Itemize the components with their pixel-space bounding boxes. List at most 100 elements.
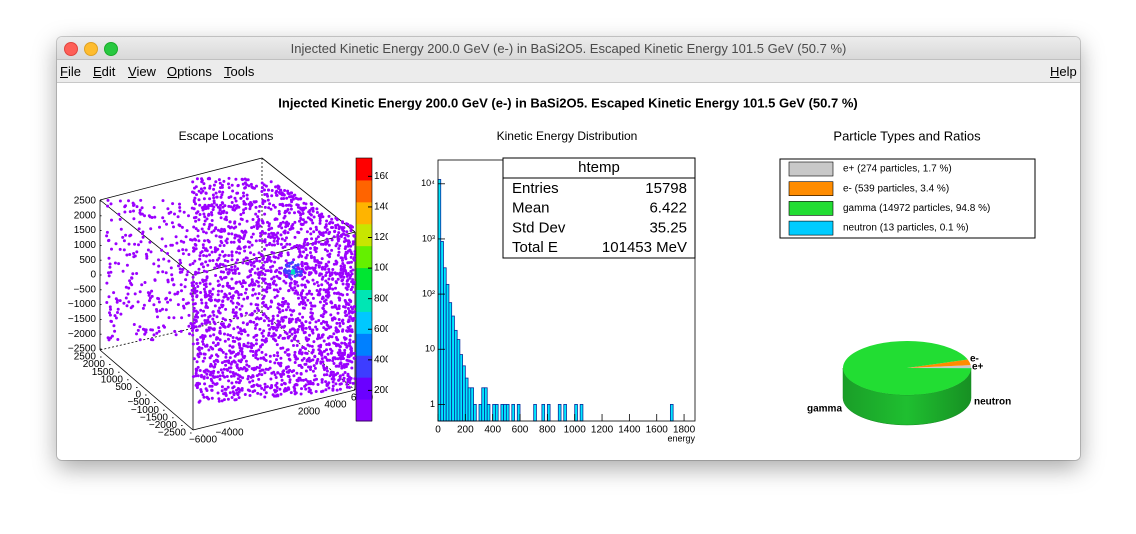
scatter-dot (238, 374, 241, 378)
scatter-dot (276, 302, 280, 306)
scatter-dot (322, 304, 326, 307)
stats-title: htemp (578, 159, 620, 176)
scatter-dot (336, 277, 340, 281)
scatter-dot (237, 245, 241, 249)
histogram-bar (557, 403, 562, 422)
zoom-button[interactable] (104, 42, 118, 56)
menu-item[interactable]: Help (1050, 64, 1077, 79)
tick-label: −2500 (158, 428, 187, 439)
menu-item[interactable]: Options (167, 64, 212, 79)
scatter-dot (302, 250, 305, 254)
scatter-dot (217, 399, 221, 403)
scatter-dot (187, 253, 191, 256)
scatter-dot (184, 235, 188, 239)
scatter-dot (325, 264, 329, 268)
scatter-dot (239, 213, 243, 216)
scatter-dot (306, 298, 310, 302)
scatter-dot (346, 307, 350, 310)
scatter-dot (219, 216, 223, 220)
scatter-dot (157, 297, 161, 301)
scatter-dot (162, 219, 166, 223)
scatter-dot (211, 193, 215, 197)
legend-entry: neutron (13 particles, 0.1 %) (843, 223, 969, 234)
scatter-dot (314, 241, 317, 245)
scatter-dot (303, 296, 307, 300)
menu-item[interactable]: File (60, 64, 81, 79)
scatter-dot (191, 326, 195, 330)
scatter-dot (323, 320, 327, 324)
scatter-dot (263, 371, 267, 375)
scatter-dot (269, 180, 273, 184)
scatter-dot (202, 212, 206, 216)
scatter-dot (274, 270, 277, 274)
scatter-dot (167, 259, 171, 263)
scatter-dot (199, 388, 203, 392)
scatter-dot (191, 262, 195, 265)
scatter-dot (288, 317, 291, 321)
scatter-dot (153, 278, 157, 282)
scatter-dot (250, 243, 254, 247)
scatter-dot (114, 242, 118, 246)
scatter-dot (138, 220, 142, 224)
scatter-dot (296, 197, 300, 201)
minimize-button[interactable] (84, 42, 98, 56)
scatter-dot (207, 315, 211, 319)
canvas-title: Injected Kinetic Energy 200.0 GeV (e-) i… (278, 95, 857, 110)
scatter-dot (195, 338, 199, 342)
scatter-dot (227, 204, 231, 208)
menu-item[interactable]: Edit (93, 64, 116, 79)
scatter-dot (149, 250, 153, 254)
scatter-dot (298, 244, 301, 248)
menu-item[interactable]: View (128, 64, 156, 79)
scatter-dot (149, 328, 153, 332)
scatter-dot (241, 285, 244, 288)
scatter-dot (261, 288, 265, 292)
scatter-dot (315, 289, 319, 292)
scatter-dot (261, 313, 265, 317)
scatter-dot (254, 303, 258, 307)
scatter-dot (127, 286, 131, 290)
menu-item[interactable]: Tools (224, 64, 255, 79)
scatter-dot (226, 333, 230, 337)
scatter-dot (105, 234, 109, 238)
scatter-dot (284, 203, 288, 207)
scatter-dot (240, 332, 243, 336)
scatter-dot (225, 368, 229, 371)
close-button[interactable] (64, 42, 78, 56)
scatter-dot (231, 336, 235, 339)
scatter-dot (233, 340, 237, 343)
legend-swatch (788, 201, 834, 216)
scatter-dot (185, 273, 189, 277)
scatter-dot (249, 349, 253, 353)
scatter-dot (298, 376, 302, 380)
scatter-dot (290, 339, 294, 343)
colorbar-label: 400 (374, 354, 391, 365)
scatter-dot (200, 322, 204, 326)
scatter-dot (182, 210, 186, 214)
scatter-dot (212, 183, 216, 187)
scatter-dot (280, 193, 284, 197)
scatter-dot (306, 280, 310, 284)
colorbar-label: 200 (374, 385, 391, 396)
scatter-dot (122, 301, 126, 305)
scatter-dot (295, 371, 299, 375)
scatter-dot (293, 291, 297, 295)
scatter-dot (272, 337, 275, 341)
scatter-dot (231, 345, 234, 349)
scatter-dot (139, 240, 143, 244)
scatter-dot (300, 387, 303, 391)
scatter-dot (198, 369, 202, 372)
scatter-dot (280, 303, 284, 307)
scatter-dot (158, 225, 161, 229)
scatter-dot (212, 313, 216, 317)
scatter-dot (245, 363, 249, 367)
scatter-dot (191, 180, 195, 184)
scatter-dot (334, 216, 338, 220)
scatter-dot (244, 256, 248, 260)
scatter-dot (199, 262, 203, 266)
scatter-dot (214, 248, 218, 252)
scatter-dot (305, 230, 309, 234)
scatter-dot (133, 242, 137, 246)
scatter-dot (285, 196, 289, 200)
scatter-dot (203, 290, 207, 294)
